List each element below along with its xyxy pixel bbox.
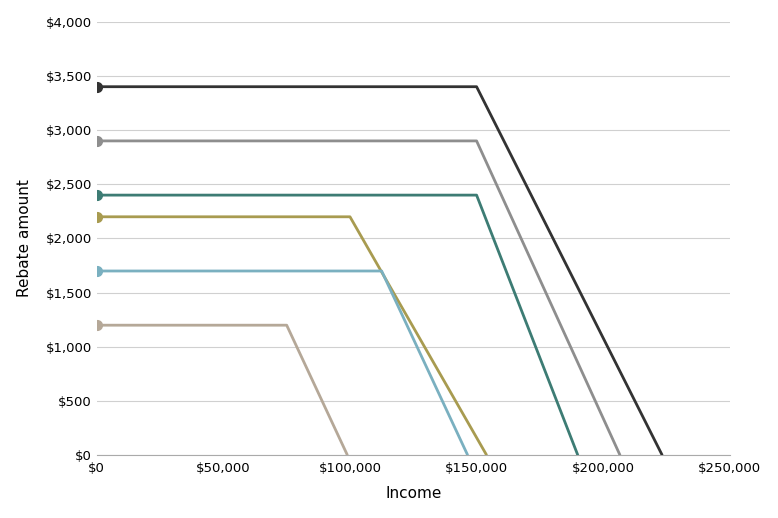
Y-axis label: Rebate amount: Rebate amount xyxy=(16,180,32,297)
X-axis label: Income: Income xyxy=(385,486,441,501)
